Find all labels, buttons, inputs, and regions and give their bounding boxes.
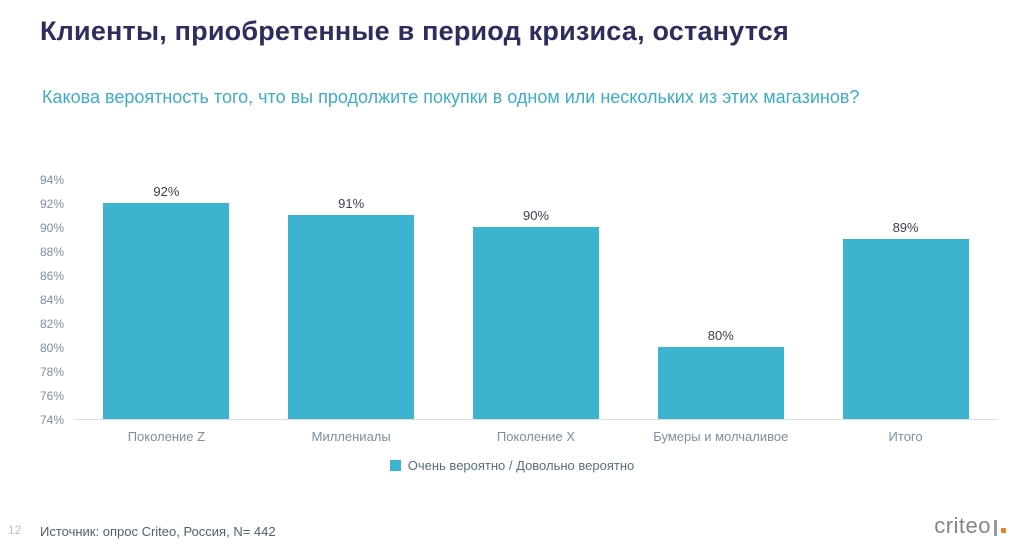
bar-value-label: 90% bbox=[522, 208, 549, 223]
bar bbox=[103, 203, 230, 419]
category-label: Поколение X bbox=[496, 429, 576, 444]
legend-swatch-icon bbox=[389, 460, 401, 471]
x-axis: Поколение Z Миллениалы Поколение X Бумеры и… bbox=[74, 429, 998, 444]
bar-slot: 91% bbox=[259, 180, 444, 419]
bar bbox=[842, 239, 969, 419]
criteo-logo-bar bbox=[994, 519, 997, 536]
plot-area: 92% 91% 90% 80% 89% bbox=[74, 180, 998, 420]
legend-label: Очень вероятно / Довольно вероятно bbox=[407, 458, 635, 473]
y-axis-tick: 92% bbox=[39, 197, 64, 211]
page-number: 12 bbox=[8, 523, 22, 537]
bar bbox=[472, 227, 599, 419]
y-axis-tick: 94% bbox=[39, 173, 64, 187]
bar-slot: 90% bbox=[444, 180, 629, 419]
y-axis-tick: 88% bbox=[39, 245, 64, 259]
criteo-logo-dot-icon bbox=[1001, 528, 1006, 533]
bar-value-label: 92% bbox=[153, 184, 180, 199]
category-label: Бумеры и молчаливое bbox=[653, 429, 789, 444]
slide-title: Клиенты, приобретенные в период кризиса,… bbox=[40, 16, 789, 46]
legend: Очень вероятно / Довольно вероятно bbox=[0, 458, 1024, 473]
slide-subtitle: Какова вероятность того, что вы продолжи… bbox=[42, 87, 860, 107]
bar-value-label: 89% bbox=[892, 220, 919, 235]
y-axis-tick: 78% bbox=[39, 365, 64, 379]
category-label: Итого bbox=[888, 429, 923, 444]
y-axis-tick: 86% bbox=[39, 269, 64, 283]
bar-slot: 92% bbox=[74, 180, 259, 419]
bar-value-label: 91% bbox=[338, 196, 365, 211]
plot-wrap: 92% 91% 90% 80% 89% Поколение Z Миллениалы Пок… bbox=[74, 180, 998, 444]
y-axis-tick: 80% bbox=[39, 341, 64, 355]
category-label: Поколение Z bbox=[127, 429, 206, 444]
criteo-logo-text: criteo bbox=[934, 513, 991, 538]
bar bbox=[657, 347, 784, 419]
y-axis-tick: 90% bbox=[39, 221, 64, 235]
y-axis-tick: 74% bbox=[39, 413, 64, 427]
bar bbox=[288, 215, 415, 419]
y-axis-tick: 82% bbox=[39, 317, 64, 331]
bar-chart: 94% 92% 90% 88% 86% 84% 82% 80% 78% 76% 74% 92% 91%… bbox=[22, 173, 998, 444]
y-axis-tick: 84% bbox=[39, 293, 64, 307]
category-label: Миллениалы bbox=[311, 429, 391, 444]
y-axis-tick: 76% bbox=[39, 389, 64, 403]
y-axis: 94% 92% 90% 88% 86% 84% 82% 80% 78% 76% 74% bbox=[22, 173, 74, 427]
criteo-logo: criteo bbox=[934, 513, 1006, 539]
bar-slot: 89% bbox=[813, 180, 998, 419]
source-text: Источник: опрос Criteo, Россия, N= 442 bbox=[40, 524, 276, 539]
bar-value-label: 80% bbox=[707, 328, 734, 343]
bar-slot: 80% bbox=[628, 180, 813, 419]
